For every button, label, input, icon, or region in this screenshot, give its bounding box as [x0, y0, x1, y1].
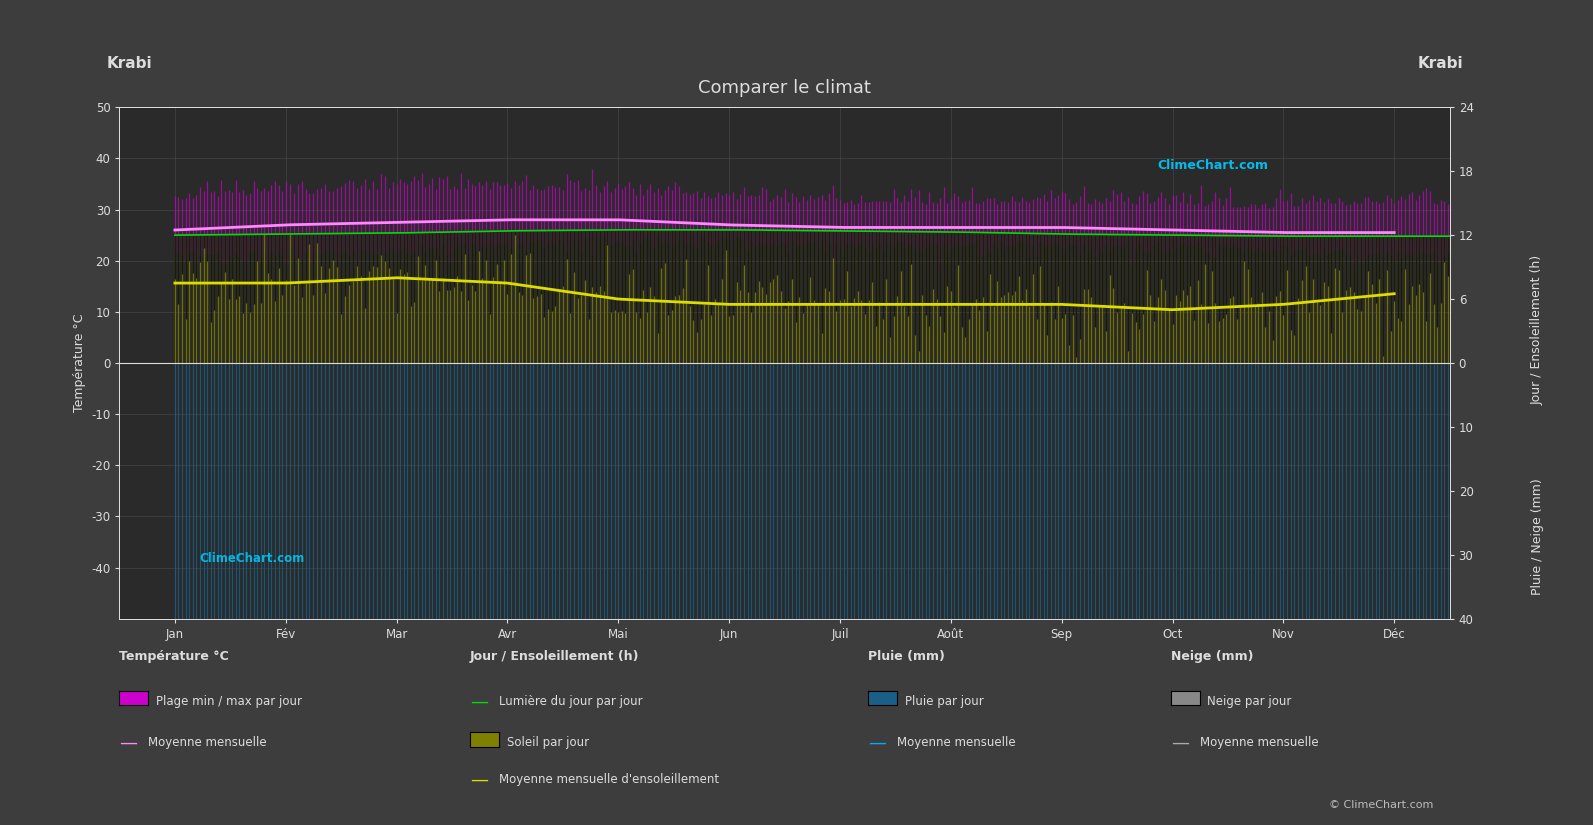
Text: —: —	[868, 733, 886, 752]
Text: Krabi: Krabi	[1418, 56, 1462, 72]
Text: —: —	[1171, 733, 1188, 752]
Text: Jour / Ensoleillement (h): Jour / Ensoleillement (h)	[1531, 255, 1544, 405]
Text: Pluie par jour: Pluie par jour	[905, 695, 983, 708]
Text: —: —	[119, 733, 137, 752]
Text: Moyenne mensuelle: Moyenne mensuelle	[148, 736, 266, 749]
Text: ClimeChart.com: ClimeChart.com	[199, 553, 304, 565]
Title: Comparer le climat: Comparer le climat	[698, 79, 871, 97]
Text: Pluie (mm): Pluie (mm)	[868, 650, 945, 663]
Text: Neige (mm): Neige (mm)	[1171, 650, 1254, 663]
Text: —: —	[470, 692, 487, 710]
Text: ClimeChart.com: ClimeChart.com	[1157, 158, 1268, 172]
Text: Moyenne mensuelle: Moyenne mensuelle	[897, 736, 1015, 749]
Text: Plage min / max par jour: Plage min / max par jour	[156, 695, 303, 708]
Text: Lumière du jour par jour: Lumière du jour par jour	[499, 695, 642, 708]
Text: Soleil par jour: Soleil par jour	[507, 736, 589, 749]
Text: © ClimeChart.com: © ClimeChart.com	[1329, 800, 1434, 810]
Text: Neige par jour: Neige par jour	[1207, 695, 1292, 708]
Text: Pluie / Neige (mm): Pluie / Neige (mm)	[1531, 478, 1544, 595]
Text: Moyenne mensuelle: Moyenne mensuelle	[1200, 736, 1317, 749]
Text: —: —	[470, 771, 487, 789]
Text: Jour / Ensoleillement (h): Jour / Ensoleillement (h)	[470, 650, 639, 663]
Text: Température °C: Température °C	[119, 650, 229, 663]
Text: Krabi: Krabi	[107, 56, 151, 72]
Y-axis label: Température °C: Température °C	[73, 314, 86, 412]
Text: Moyenne mensuelle d'ensoleillement: Moyenne mensuelle d'ensoleillement	[499, 773, 718, 786]
